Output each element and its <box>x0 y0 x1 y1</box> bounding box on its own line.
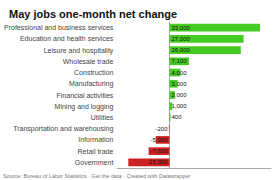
svg-text:Source: Bureau of Labor Statis: Source: Bureau of Labor Statistics · Get… <box>3 173 191 179</box>
svg-text:Manufacturing: Manufacturing <box>69 80 113 88</box>
svg-text:26,000: 26,000 <box>171 47 190 53</box>
svg-text:-200: -200 <box>155 126 168 132</box>
svg-text:Transportation and warehousing: Transportation and warehousing <box>13 125 113 133</box>
svg-text:Wholesale trade: Wholesale trade <box>63 58 114 65</box>
svg-text:Government: Government <box>75 159 114 166</box>
svg-text:3,000: 3,000 <box>171 81 187 87</box>
svg-text:Information: Information <box>78 136 113 143</box>
svg-text:33,000: 33,000 <box>171 25 190 31</box>
svg-text:7,100: 7,100 <box>171 58 187 64</box>
svg-text:2,000: 2,000 <box>171 92 187 98</box>
svg-text:Construction: Construction <box>74 69 113 76</box>
svg-text:Financial activities: Financial activities <box>57 92 114 99</box>
svg-text:-15,000: -15,000 <box>147 159 168 165</box>
svg-text:Professional and business serv: Professional and business services <box>4 24 114 31</box>
svg-text:-7,600: -7,600 <box>150 148 168 154</box>
svg-text:May jobs one-month net change: May jobs one-month net change <box>9 8 177 20</box>
svg-text:1,000: 1,000 <box>171 103 187 109</box>
svg-text:4,000: 4,000 <box>171 70 187 76</box>
svg-text:Utilities: Utilities <box>91 114 114 121</box>
svg-text:Leisure and hospitality: Leisure and hospitality <box>44 47 114 55</box>
svg-text:Education and health services: Education and health services <box>20 35 114 42</box>
svg-text:-5,000: -5,000 <box>150 137 168 143</box>
svg-text:400: 400 <box>171 114 182 120</box>
svg-text:27,000: 27,000 <box>171 36 190 42</box>
svg-text:Mining and logging: Mining and logging <box>55 103 114 111</box>
svg-text:Retail trade: Retail trade <box>78 148 114 155</box>
